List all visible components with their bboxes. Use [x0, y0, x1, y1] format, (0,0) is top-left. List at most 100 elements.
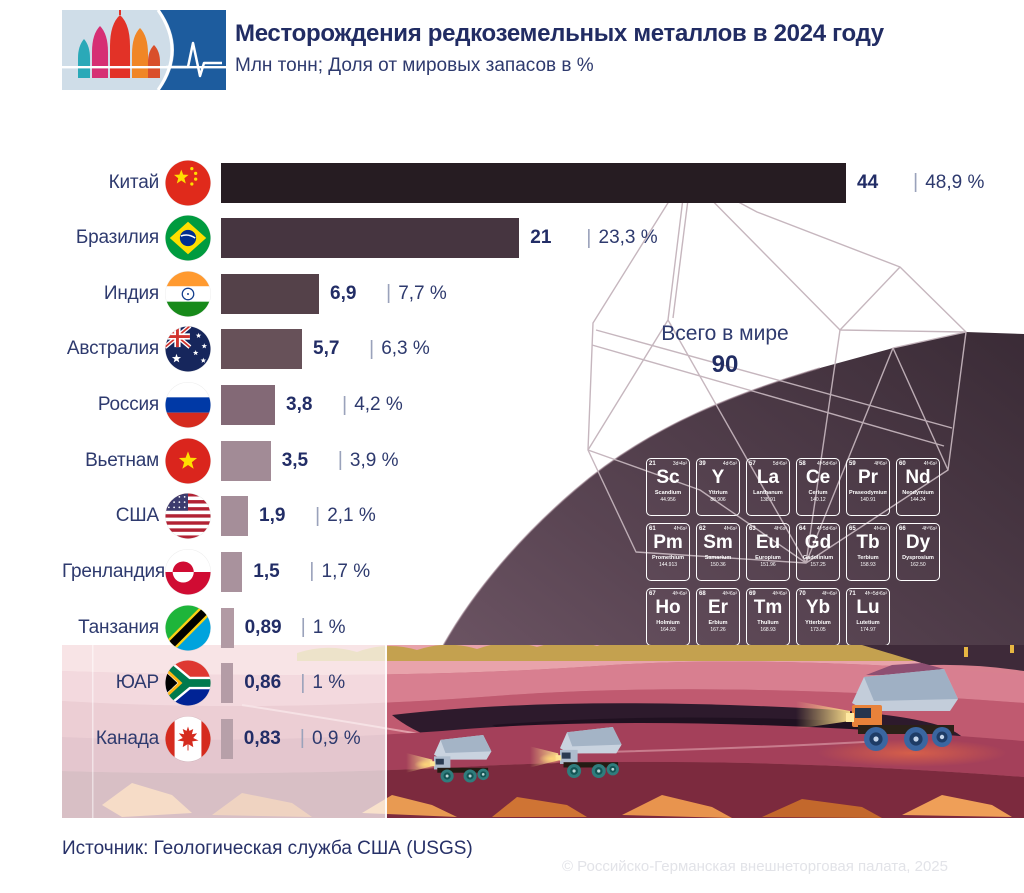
bar-percent-tanzania: 1 %: [312, 616, 346, 638]
flag-in-icon: [165, 271, 211, 317]
chart-row-south-africa: ЮАР 0,86 | 1 %: [62, 660, 1024, 706]
element-config: 4f¹³6s²: [772, 591, 787, 597]
element-tile-Sc: 21 3d¹4s² Sc Scandium 44.956: [646, 458, 690, 516]
country-label-tanzania: Танзания: [78, 616, 159, 638]
source-note: Источник: Геологическая служба США (USGS…: [62, 838, 473, 859]
bar-percent-canada: 0,9 %: [312, 727, 361, 749]
element-tile-Dy: 66 4f¹⁰6s² Dy Dysprosium 162.50: [896, 523, 940, 581]
element-tile-La: 57 5d¹6s² La Lanthanum 138.91: [746, 458, 790, 516]
element-symbol: Y: [711, 467, 725, 488]
element-mass: 44.956: [660, 497, 676, 503]
element-mass: 88.906: [710, 497, 726, 503]
value-separator: |: [586, 226, 592, 249]
element-tile-Er: 68 4f¹²6s² Er Erbium 167.26: [696, 588, 740, 646]
element-symbol: Pr: [857, 467, 879, 488]
copyright-note: © Российско-Германская внешнеторговая па…: [561, 858, 948, 875]
crystal-wireframe-icon: [587, 173, 967, 564]
bar-percent-brazil: 23,3 %: [598, 227, 658, 249]
element-config: 5d¹6s²: [772, 461, 787, 467]
element-symbol: Nd: [905, 467, 931, 488]
bar-russia: [221, 385, 275, 426]
element-number: 61: [649, 526, 656, 532]
element-symbol: Sm: [703, 532, 733, 553]
element-mass: 138.91: [760, 497, 776, 503]
element-mass: 144.24: [910, 497, 926, 503]
element-config: 4f⁹6s²: [873, 526, 887, 532]
page-title: Месторождения редкоземельных металлов в …: [235, 20, 884, 47]
element-config: 4d¹5s²: [722, 461, 737, 467]
element-config: 4f¹¹6s²: [672, 591, 687, 597]
element-symbol: Ho: [655, 597, 681, 618]
country-label-vietnam: Вьетнам: [85, 449, 159, 471]
bar-value-tanzania: 0,89: [244, 616, 282, 638]
chart-row-canada: Канада 0,83 | 0,9 %: [62, 716, 1024, 762]
value-separator: |: [300, 616, 306, 639]
element-number: 39: [699, 461, 706, 467]
element-config: 4f⁶6s²: [723, 526, 737, 532]
element-name: Cerium: [808, 490, 828, 496]
country-label-usa: США: [115, 505, 159, 527]
element-config: 4f¹²6s²: [722, 591, 737, 597]
element-config: 4f⁷6s²: [774, 526, 787, 532]
element-symbol: Dy: [905, 532, 931, 553]
element-tile-Ce: 58 4f¹5d¹6s² Ce Cerium 140.12: [796, 458, 840, 516]
value-separator: |: [913, 171, 919, 193]
flag-ca-icon: [165, 716, 211, 762]
element-mass: 162.50: [910, 562, 926, 568]
bar-value-russia: 3,8: [286, 394, 313, 416]
bar-brazil: [221, 218, 520, 259]
element-number: 68: [699, 591, 706, 597]
chart-row-vietnam: Вьетнам 3,5 | 3,9 %: [62, 438, 1024, 484]
bar-percent-australia: 6,3 %: [381, 338, 430, 360]
element-tile-Tm: 69 4f¹³6s² Tm Thulium 168.93: [746, 588, 790, 646]
element-name: Holmium: [656, 620, 680, 626]
value-separator: |: [299, 727, 305, 750]
element-number: 66: [899, 526, 906, 532]
element-number: 64: [799, 526, 806, 532]
element-symbol: La: [756, 467, 780, 488]
element-mass: 167.26: [710, 627, 726, 633]
element-mass: 174.97: [860, 627, 876, 633]
element-number: 59: [849, 461, 856, 467]
publisher-logo: [62, 10, 226, 90]
element-number: 70: [799, 591, 806, 597]
element-symbol: Pm: [653, 532, 683, 553]
bar-south-africa: [221, 663, 234, 704]
chart-row-tanzania: Танзания 0,89 | 1 %: [62, 605, 1024, 651]
element-config: 4f⁴6s²: [923, 461, 937, 467]
flag-gl-icon: [165, 549, 211, 595]
element-name: Lutetium: [856, 620, 880, 626]
value-separator: |: [337, 449, 343, 472]
element-name: Thulium: [757, 620, 779, 626]
flag-us-icon: [165, 493, 211, 539]
element-symbol: Yb: [805, 597, 831, 618]
chart-row-greenland: Гренландия 1,5 | 1,7 %: [62, 549, 1024, 595]
country-label-india: Индия: [103, 282, 159, 304]
bar-greenland: [221, 551, 243, 592]
element-name: Neodymium: [902, 490, 934, 496]
element-number: 67: [649, 591, 656, 597]
element-number: 58: [799, 461, 806, 467]
chart-row-india: Индия 6,9 | 7,7 %: [62, 271, 1024, 317]
element-config: 4f¹⁰6s²: [922, 526, 937, 532]
value-separator: |: [386, 282, 392, 305]
element-symbol: Gd: [804, 532, 832, 553]
element-symbol: Tm: [753, 597, 783, 618]
element-number: 62: [699, 526, 706, 532]
bar-percent-india: 7,7 %: [398, 282, 447, 304]
flag-za-icon: [165, 660, 211, 706]
element-name: Terbium: [857, 555, 879, 561]
element-tile-Pr: 59 4f³6s² Pr Praseodymium 140.91: [846, 458, 890, 516]
bar-percent-vietnam: 3,9 %: [349, 449, 399, 471]
element-config: 4f³6s²: [874, 461, 887, 467]
bar-percent-china: 48,9 %: [925, 171, 985, 193]
chart-row-brazil: Бразилия 21 | 23,3 %: [62, 215, 1024, 261]
element-config: 3d¹4s²: [672, 461, 687, 467]
element-config: 4f⁷5d¹6s²: [816, 526, 837, 532]
flag-au-icon: [165, 326, 211, 372]
element-mass: 151.96: [760, 562, 776, 568]
element-name: Erbium: [708, 620, 728, 626]
page-subtitle: Млн тонн; Доля от мировых запасов в %: [235, 55, 594, 76]
bar-value-greenland: 1,5: [253, 560, 280, 582]
